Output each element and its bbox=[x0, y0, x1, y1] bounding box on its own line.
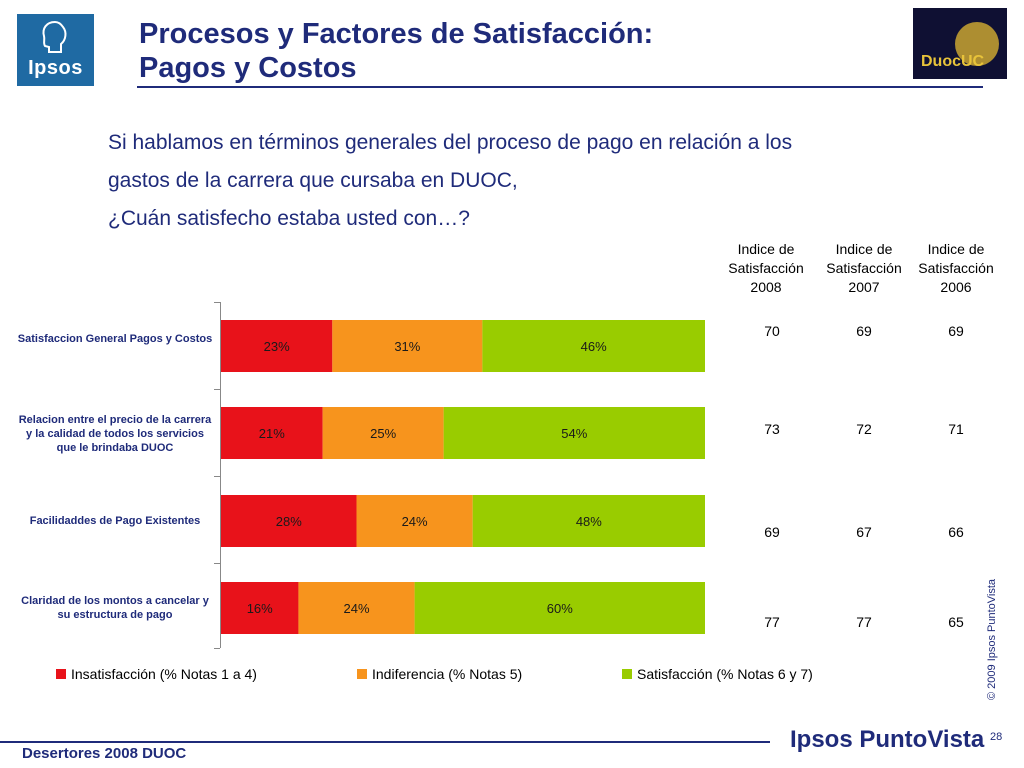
page-title: Procesos y Factores de Satisfacción: Pag… bbox=[139, 17, 879, 85]
index-header-line: Indice de bbox=[737, 241, 795, 257]
title-divider bbox=[137, 86, 983, 88]
question-line-1: Si hablamos en términos generales del pr… bbox=[108, 131, 793, 154]
bar-segment bbox=[332, 320, 483, 372]
index-value: 69 bbox=[764, 524, 780, 540]
question-line-3: ¿Cuán satisfecho estaba usted con…? bbox=[108, 207, 470, 230]
bar-data-label: 24% bbox=[402, 514, 428, 529]
bar-data-label: 23% bbox=[264, 339, 290, 354]
bar-segment bbox=[221, 407, 323, 459]
axis-tick bbox=[214, 389, 220, 390]
axis-tick bbox=[214, 648, 220, 649]
legend-item-indiferencia: Indiferencia (% Notas 5) bbox=[357, 666, 522, 682]
bar-data-label: 24% bbox=[344, 601, 370, 616]
index-value: 72 bbox=[856, 421, 872, 437]
bar-segment bbox=[322, 407, 444, 459]
axis-tick bbox=[214, 563, 220, 564]
category-label: Claridad de los montos a cancelar y su e… bbox=[21, 595, 209, 621]
legend-item-insatisfaccion: Insatisfacción (% Notas 1 a 4) bbox=[56, 666, 257, 682]
duoc-logo: DuocUC bbox=[913, 8, 1007, 79]
index-value: 77 bbox=[764, 614, 780, 630]
index-header-line: Indice de bbox=[927, 241, 985, 257]
duoc-logo-text: DuocUC bbox=[921, 53, 985, 70]
index-header-line: Satisfacción bbox=[826, 260, 902, 276]
bar-data-label: 48% bbox=[576, 514, 602, 529]
bar-segment bbox=[221, 495, 357, 547]
category-axis bbox=[220, 302, 221, 648]
legend-label: Insatisfacción (% Notas 1 a 4) bbox=[71, 666, 257, 682]
bar-data-label: 21% bbox=[259, 426, 285, 441]
legend-label: Satisfacción (% Notas 6 y 7) bbox=[637, 666, 813, 682]
bar-data-label: 54% bbox=[561, 426, 587, 441]
index-value: 77 bbox=[856, 614, 872, 630]
index-value: 71 bbox=[948, 421, 964, 437]
copyright-note: © 2009 Ipsos PuntoVista bbox=[986, 578, 998, 700]
index-header-2008: Indice de Satisfacción 2008 bbox=[721, 240, 811, 297]
index-value: 65 bbox=[948, 614, 964, 630]
title-line-1: Procesos y Factores de Satisfacción: bbox=[139, 18, 654, 50]
ipsos-logo: Ipsos bbox=[17, 14, 94, 86]
bar-segment bbox=[298, 582, 415, 634]
category-label: Relacion entre el precio de la carrera y… bbox=[18, 414, 212, 454]
footer-brand-logo: Ipsos PuntoVista bbox=[790, 726, 985, 753]
ipsos-head-icon bbox=[42, 20, 67, 53]
index-value: 73 bbox=[764, 421, 780, 437]
bar-segment bbox=[443, 407, 705, 459]
bar-segment bbox=[472, 495, 705, 547]
question-line-2: gastos de la carrera que cursaba en DUOC… bbox=[108, 169, 518, 192]
ipsos-logo-text: Ipsos bbox=[28, 57, 83, 79]
index-header-year: 2008 bbox=[750, 279, 782, 295]
bar-data-label: 46% bbox=[581, 339, 607, 354]
bar-data-label: 60% bbox=[547, 601, 573, 616]
index-header-year: 2007 bbox=[848, 279, 880, 295]
index-value: 69 bbox=[856, 323, 872, 339]
index-header-line: Satisfacción bbox=[728, 260, 804, 276]
legend-label: Indiferencia (% Notas 5) bbox=[372, 666, 523, 682]
index-header-2006: Indice de Satisfacción 2006 bbox=[911, 240, 1001, 297]
category-label: Facilidaddes de Pago Existentes bbox=[29, 515, 201, 527]
survey-question: Si hablamos en términos generales del pr… bbox=[108, 124, 908, 238]
index-header-line: Satisfacción bbox=[918, 260, 994, 276]
title-line-2: Pagos y Costos bbox=[139, 52, 357, 84]
duoc-seal-icon bbox=[955, 22, 999, 66]
index-value: 70 bbox=[764, 323, 780, 339]
bar-segment bbox=[356, 495, 473, 547]
legend-swatch bbox=[56, 669, 66, 679]
legend-swatch bbox=[357, 669, 367, 679]
category-label: Satisfaccion General Pagos y Costos bbox=[17, 333, 213, 345]
index-header-line: Indice de bbox=[835, 241, 893, 257]
index-header-2007: Indice de Satisfacción 2007 bbox=[819, 240, 909, 297]
bar-data-label: 28% bbox=[276, 514, 302, 529]
bar-data-label: 16% bbox=[247, 601, 273, 616]
legend-item-satisfaccion: Satisfacción (% Notas 6 y 7) bbox=[622, 666, 813, 682]
index-value: 69 bbox=[948, 323, 964, 339]
footer-divider bbox=[0, 741, 770, 743]
index-value: 66 bbox=[948, 524, 964, 540]
bar-data-label: 31% bbox=[394, 339, 420, 354]
footer-study-name: Desertores 2008 DUOC bbox=[22, 745, 187, 762]
bar-segment bbox=[414, 582, 705, 634]
page-number: 28 bbox=[990, 731, 1003, 743]
axis-tick bbox=[214, 302, 220, 303]
legend-swatch bbox=[622, 669, 632, 679]
index-header-year: 2006 bbox=[940, 279, 972, 295]
bar-segment bbox=[221, 320, 333, 372]
axis-tick bbox=[214, 476, 220, 477]
bar-segment bbox=[482, 320, 705, 372]
index-value: 67 bbox=[856, 524, 872, 540]
bar-segment bbox=[221, 582, 299, 634]
bar-data-label: 25% bbox=[370, 426, 396, 441]
